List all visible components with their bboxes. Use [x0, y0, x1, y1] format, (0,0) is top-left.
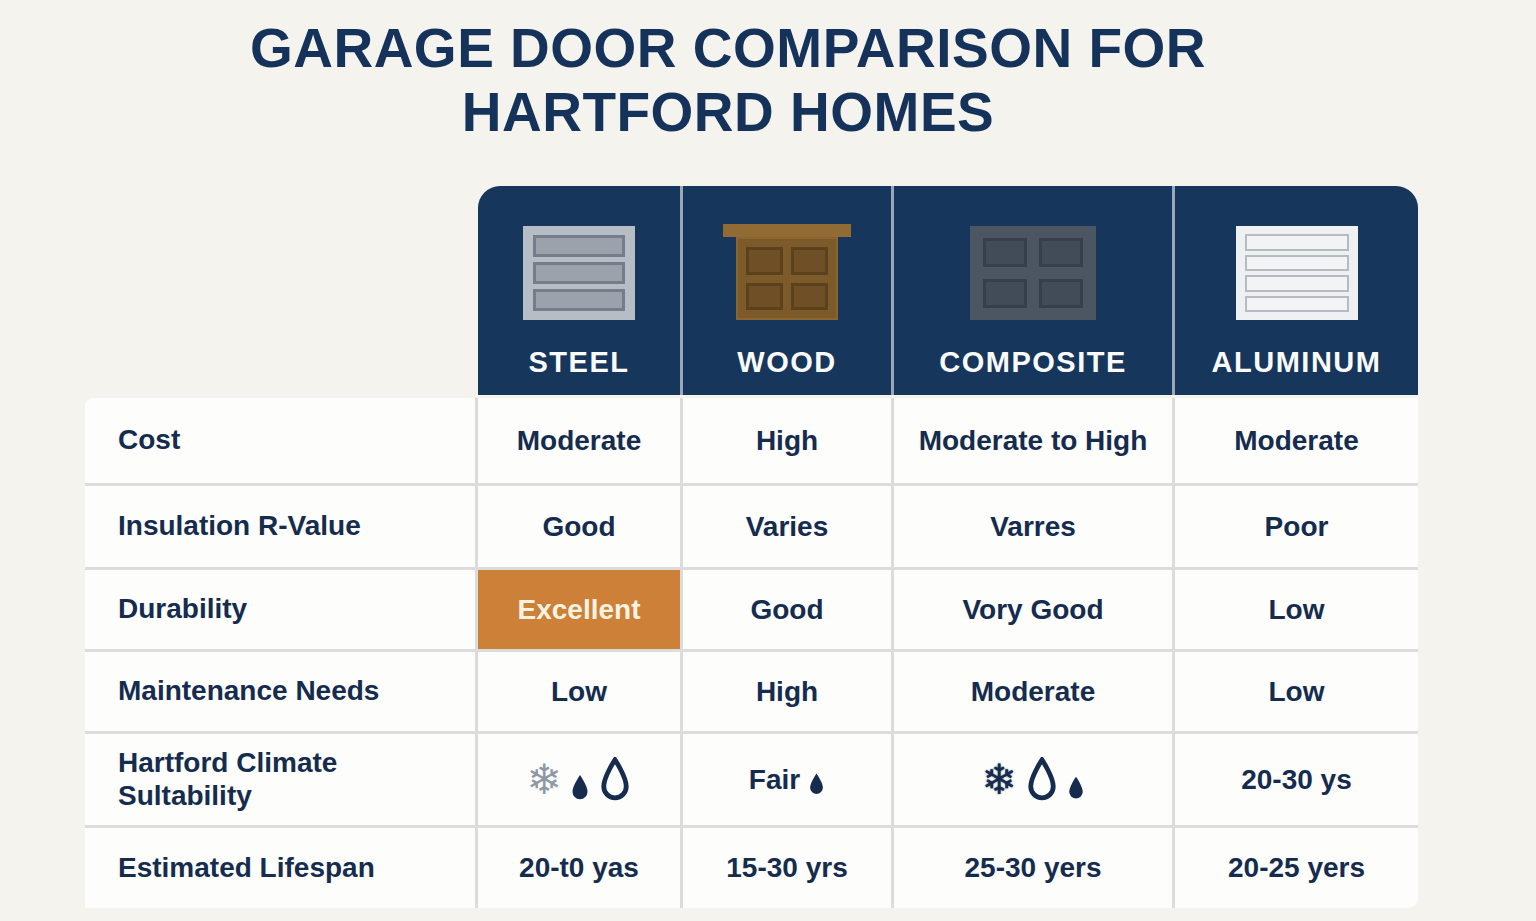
- row-label-cost: Cost: [85, 398, 478, 486]
- door-slat: [533, 289, 625, 311]
- cell-maintenance-wood: High: [683, 652, 894, 734]
- column-label-aluminum: ALUMINUM: [1212, 346, 1382, 379]
- door-slat: [533, 235, 625, 257]
- cell-insulation-aluminum: Poor: [1175, 486, 1418, 570]
- door-panel: [1039, 279, 1083, 308]
- column-header-composite: COMPOSITE: [894, 186, 1175, 395]
- cell-climate-wood: Fair: [683, 734, 894, 828]
- steel-garage-door-icon: [523, 226, 635, 320]
- water-drop-small-icon: [808, 772, 825, 796]
- door-slat: [1245, 234, 1349, 251]
- door-panel: [791, 247, 828, 275]
- cell-maintenance-steel: Low: [478, 652, 683, 734]
- cell-lifespan-wood: 15-30 yrs: [683, 828, 894, 908]
- column-header-steel: STEEL: [478, 186, 683, 395]
- page-title-line1: GARAGE DOOR COMPARISON FOR: [0, 16, 1456, 80]
- cell-maintenance-aluminum: Low: [1175, 652, 1418, 734]
- page-title-line2: HARTFORD HOMES: [0, 80, 1456, 144]
- cell-durability-composite: Vory Good: [894, 570, 1175, 652]
- column-label-wood: WOOD: [737, 346, 836, 379]
- cell-cost-aluminum: Moderate: [1175, 398, 1418, 486]
- row-label-durability: Durability: [85, 570, 478, 652]
- row-label-text: Maintenance Needs: [118, 675, 379, 707]
- cell-climate-composite: ❄: [894, 734, 1175, 828]
- cell-durability-wood: Good: [683, 570, 894, 652]
- snowflake-icon: ❄: [981, 759, 1016, 801]
- row-label-text: Hartford Climate Sultability: [118, 747, 408, 811]
- cell-durability-steel-highlighted: Excellent: [478, 570, 683, 652]
- cell-insulation-composite: Varres: [894, 486, 1175, 570]
- infographic-canvas: GARAGE DOOR COMPARISON FOR HARTFORD HOME…: [0, 0, 1536, 921]
- water-drop-large-icon: [598, 757, 632, 802]
- cell-maintenance-composite: Moderate: [894, 652, 1175, 734]
- water-drop-small-icon: [1067, 775, 1085, 801]
- door-panel: [746, 247, 783, 275]
- cell-climate-steel: ❄: [478, 734, 683, 828]
- door-slat: [533, 262, 625, 284]
- cell-cost-composite: Moderate to High: [894, 398, 1175, 486]
- door-slat: [1245, 296, 1349, 313]
- column-header-wood: WOOD: [683, 186, 894, 395]
- cell-lifespan-steel: 20-t0 yas: [478, 828, 683, 908]
- column-label-steel: STEEL: [529, 346, 630, 379]
- wood-garage-door-icon: [723, 224, 851, 320]
- row-label-text: Insulation R-Value: [118, 510, 361, 542]
- row-label-text: Cost: [118, 424, 180, 456]
- row-label-climate: Hartford Climate Sultability: [85, 734, 478, 828]
- row-label-maintenance: Maintenance Needs: [85, 652, 478, 734]
- column-label-composite: COMPOSITE: [939, 346, 1127, 379]
- cell-cost-steel: Moderate: [478, 398, 683, 486]
- comparison-table-body: Cost Moderate High Moderate to High Mode…: [85, 398, 1418, 908]
- cell-cost-wood: High: [683, 398, 894, 486]
- page-title: GARAGE DOOR COMPARISON FOR HARTFORD HOME…: [0, 16, 1456, 144]
- door-panel: [983, 279, 1027, 308]
- door-panel: [1039, 238, 1083, 267]
- column-header-aluminum: ALUMINUM: [1175, 186, 1418, 395]
- door-panel: [983, 238, 1027, 267]
- row-label-text: Durability: [118, 593, 247, 625]
- door-panel: [791, 283, 828, 311]
- aluminum-garage-door-icon: [1236, 226, 1358, 320]
- row-label-text: Estimated Lifespan: [118, 852, 375, 884]
- door-slat: [1245, 275, 1349, 292]
- water-drop-large-icon: [1025, 757, 1059, 802]
- climate-wood-text: Fair: [749, 764, 800, 796]
- cell-lifespan-aluminum: 20-25 yers: [1175, 828, 1418, 908]
- composite-garage-door-icon: [970, 226, 1096, 320]
- cell-lifespan-composite: 25-30 yers: [894, 828, 1175, 908]
- row-label-insulation: Insulation R-Value: [85, 486, 478, 570]
- snowflake-icon: ❄: [526, 759, 561, 801]
- door-body: [736, 237, 838, 320]
- cell-climate-aluminum: 20-30 ys: [1175, 734, 1418, 828]
- water-drop-small-icon: [570, 774, 590, 801]
- door-lintel: [723, 224, 851, 237]
- row-label-lifespan: Estimated Lifespan: [85, 828, 478, 908]
- cell-insulation-steel: Good: [478, 486, 683, 570]
- table-header: STEEL WOOD COMPOSITE: [478, 186, 1418, 395]
- cell-durability-aluminum: Low: [1175, 570, 1418, 652]
- door-panel: [746, 283, 783, 311]
- door-slat: [1245, 255, 1349, 272]
- cell-insulation-wood: Varies: [683, 486, 894, 570]
